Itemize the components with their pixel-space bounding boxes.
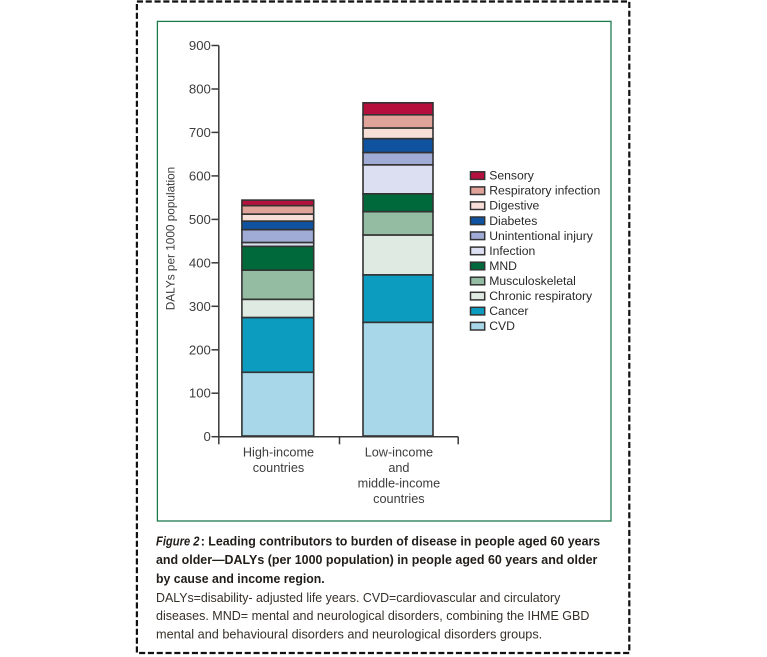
svg-text:800: 800 — [189, 82, 211, 97]
svg-text:0: 0 — [204, 429, 211, 444]
svg-text:Digestive: Digestive — [489, 199, 539, 213]
svg-text:CVD: CVD — [489, 319, 515, 333]
svg-text:DALYs=disability- adjusted lif: DALYs=disability- adjusted life years. C… — [156, 590, 561, 605]
svg-text:100: 100 — [189, 386, 211, 401]
svg-text:and: and — [388, 461, 409, 475]
svg-text:Diabetes: Diabetes — [489, 214, 537, 228]
svg-text:Chronic respiratory: Chronic respiratory — [489, 289, 593, 303]
svg-text:Respiratory infection: Respiratory infection — [489, 184, 600, 198]
svg-text:Musculoskeletal: Musculoskeletal — [489, 274, 576, 288]
svg-text:mental and behavioural disorde: mental and behavioural disorders and neu… — [156, 626, 542, 641]
svg-text:MND: MND — [489, 259, 517, 273]
svg-text:Sensory: Sensory — [489, 169, 535, 183]
svg-text:Unintentional injury: Unintentional injury — [489, 229, 594, 243]
svg-text:900: 900 — [189, 38, 211, 53]
svg-text:600: 600 — [189, 168, 211, 183]
svg-text:: Leading contributors to burd: : Leading contributors to burden of dise… — [201, 533, 601, 548]
svg-text:700: 700 — [189, 125, 211, 140]
svg-text:DALYs per 1000 population: DALYs per 1000 population — [163, 167, 177, 310]
svg-text:300: 300 — [189, 299, 211, 314]
svg-text:countries: countries — [253, 461, 304, 475]
svg-text:Figure 2: Figure 2 — [156, 533, 200, 548]
svg-text:500: 500 — [189, 212, 211, 227]
svg-text:countries: countries — [373, 492, 424, 506]
svg-text:by cause and income region.: by cause and income region. — [156, 571, 325, 586]
svg-text:and older—DALYs (per 1000 popu: and older—DALYs (per 1000 population) in… — [156, 552, 597, 567]
svg-text:200: 200 — [189, 342, 211, 357]
svg-text:High-income: High-income — [243, 445, 314, 459]
svg-text:Infection: Infection — [489, 244, 535, 258]
svg-text:diseases. MND= mental and neur: diseases. MND= mental and neurological d… — [156, 608, 589, 623]
svg-text:Cancer: Cancer — [489, 304, 528, 318]
svg-text:400: 400 — [189, 255, 211, 270]
svg-text:Low-income: Low-income — [365, 445, 433, 459]
svg-text:middle-income: middle-income — [358, 476, 441, 490]
